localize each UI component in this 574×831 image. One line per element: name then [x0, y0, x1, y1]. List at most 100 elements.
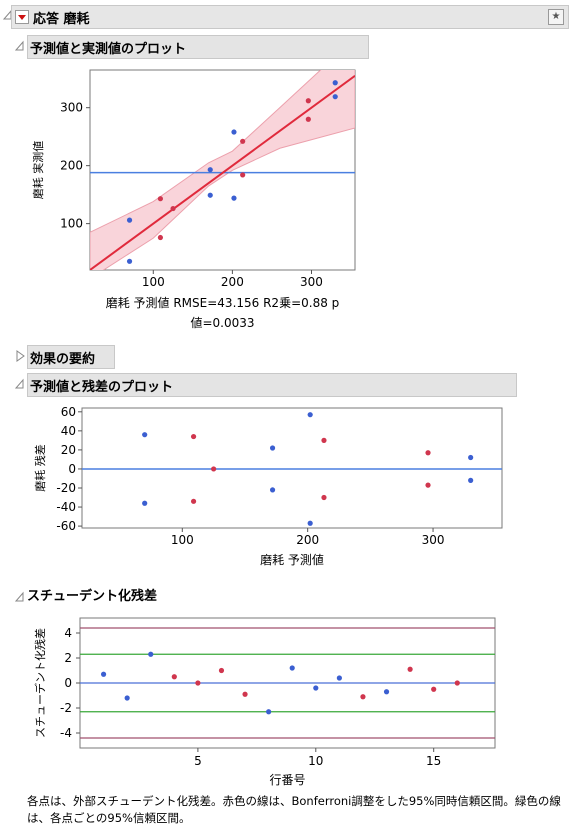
data-point	[307, 412, 313, 418]
data-point	[240, 138, 246, 144]
data-point	[332, 80, 338, 86]
x-tick-label: 10	[308, 754, 323, 768]
data-point	[321, 494, 327, 501]
data-point	[126, 258, 133, 264]
star-icon[interactable]: ★	[548, 9, 564, 25]
pred-actual-header: 予測値と実測値のプロット	[27, 35, 369, 59]
y-tick-label: 20	[61, 443, 76, 457]
data-point	[313, 685, 319, 691]
data-point	[157, 234, 164, 241]
x-tick-label: 300	[422, 533, 445, 547]
effect-summary-title: 効果の要約	[30, 351, 96, 367]
y-axis-label: スチューデント化残差	[33, 628, 47, 738]
pred-resid-disclosure-icon[interactable]	[14, 378, 25, 393]
y-tick-label: 60	[61, 405, 76, 419]
y-tick-label: 2	[64, 651, 72, 665]
data-point	[266, 709, 272, 715]
x-tick-label: 200	[296, 533, 319, 547]
data-point	[425, 482, 431, 488]
data-point	[126, 217, 133, 223]
red-triangle-menu-icon[interactable]	[15, 10, 29, 24]
data-point	[468, 477, 474, 483]
data-point	[211, 466, 217, 472]
footnote: 各点は、外部スチューデント化残差。赤色の線は、Bonferroni調整をした95…	[27, 794, 561, 825]
y-tick-label: 100	[60, 217, 83, 231]
data-point	[307, 520, 313, 526]
y-axis-label: 磨耗 実測値	[31, 141, 45, 200]
report-title: 応答 磨耗	[33, 11, 90, 27]
data-point	[190, 498, 197, 504]
x-axis-label-cont: 値=0.0033	[190, 315, 254, 330]
data-point	[468, 454, 474, 461]
report-header: 応答 磨耗 ★	[11, 5, 569, 29]
data-point	[142, 432, 148, 438]
x-tick-label: 100	[171, 533, 194, 547]
fit-line	[90, 74, 355, 270]
x-tick-label: 300	[300, 275, 323, 289]
data-point	[454, 680, 460, 686]
actual-by-predicted-plot: 100 200 300 100 200 300 磨耗 予測値 RMSE=43.156 R2乗…	[31, 69, 356, 330]
x-axis-label: 行番号	[269, 773, 305, 787]
data-point	[142, 500, 148, 506]
data-point	[360, 694, 366, 700]
x-tick-label: 100	[142, 275, 165, 289]
y-axis-label: 磨耗 残差	[33, 444, 47, 492]
data-point	[170, 205, 176, 212]
data-point	[231, 129, 237, 135]
data-point	[289, 665, 295, 671]
pred-actual-disclosure-icon[interactable]	[14, 40, 25, 55]
data-point	[321, 437, 327, 443]
effect-summary-disclosure-icon[interactable]	[15, 350, 25, 365]
x-tick-label: 200	[221, 275, 244, 289]
data-point	[148, 651, 154, 657]
data-point	[207, 192, 213, 198]
y-tick-label: 300	[60, 101, 83, 115]
y-tick-label: 200	[60, 159, 83, 173]
studentized-residual-plot: 5 10 15 4 2 0 -2 -4 行番号 スチューデント化残差	[33, 617, 496, 787]
data-point	[425, 450, 431, 456]
studentized-title: スチューデント化残差	[27, 589, 158, 604]
y-tick-label: -40	[56, 500, 76, 514]
data-point	[431, 686, 437, 692]
y-tick-label: 4	[64, 626, 72, 640]
data-point	[218, 667, 225, 674]
y-tick-label: -60	[56, 519, 76, 533]
pred-resid-title: 予測値と残差のプロット	[30, 379, 174, 395]
y-tick-label: 0	[64, 676, 72, 690]
data-point	[269, 487, 276, 493]
y-tick-label: 0	[68, 462, 76, 476]
data-point	[407, 666, 413, 672]
x-tick-label: 5	[194, 754, 202, 768]
x-tick-label: 15	[426, 754, 441, 768]
y-tick-label: -2	[60, 701, 72, 715]
data-point	[242, 691, 248, 697]
pred-actual-title: 予測値と実測値のプロット	[30, 41, 187, 57]
y-tick-label: -4	[60, 726, 72, 740]
x-axis-label: 磨耗 予測値 RMSE=43.156 R2乗=0.88 p	[106, 295, 340, 310]
effect-summary-header[interactable]: 効果の要約	[27, 345, 115, 369]
data-point	[305, 98, 311, 104]
y-tick-label: -20	[56, 481, 76, 495]
studentized-disclosure-icon[interactable]	[14, 591, 25, 606]
y-tick-label: 40	[61, 424, 76, 438]
plot-area	[90, 70, 355, 270]
data-point	[240, 172, 246, 178]
pred-resid-header: 予測値と残差のプロット	[27, 373, 517, 397]
plot-frame	[81, 407, 503, 529]
data-point	[190, 433, 197, 440]
data-point	[124, 695, 130, 701]
data-point	[269, 445, 276, 451]
data-point	[157, 196, 164, 202]
data-point	[207, 167, 213, 173]
data-point	[305, 116, 311, 122]
data-point	[332, 94, 338, 100]
data-point	[383, 689, 390, 695]
studentized-header: スチューデント化残差	[27, 586, 157, 608]
x-axis-label: 磨耗 予測値	[260, 552, 324, 567]
data-point	[336, 675, 342, 681]
data-point	[195, 680, 201, 686]
data-point	[231, 195, 237, 201]
data-point	[171, 674, 177, 680]
confidence-band	[90, 70, 355, 270]
